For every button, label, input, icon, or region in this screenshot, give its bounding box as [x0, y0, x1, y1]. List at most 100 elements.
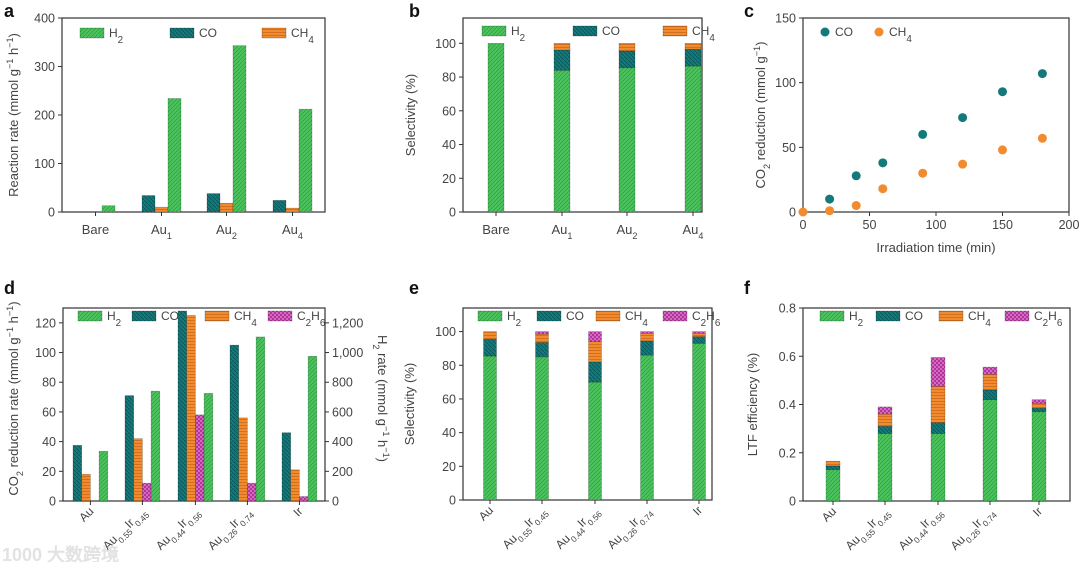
- x-tick-label: Au: [819, 504, 839, 524]
- point-CH4: [1037, 133, 1047, 143]
- bar-segment-C2H6: [982, 366, 998, 375]
- point-CO: [958, 113, 968, 123]
- y-tick-label: 100: [435, 37, 456, 51]
- bar-segment-CO: [553, 49, 571, 71]
- bar-segment-H2: [640, 354, 654, 501]
- bar-segment-C2H6: [588, 331, 602, 342]
- bar-CO: [206, 193, 221, 213]
- legend-label-H2: H2: [107, 309, 121, 329]
- point-CO: [878, 158, 888, 168]
- bar-segment-H2: [930, 433, 946, 502]
- x-tick-label: Au0.26Ir0.74: [605, 503, 657, 555]
- point-CO: [998, 87, 1007, 97]
- legend-entry-CH4: CH4: [968, 309, 991, 329]
- legend-swatch-CO: [875, 310, 901, 322]
- x-tick-label: Ir: [690, 503, 705, 518]
- plot-frame: [462, 307, 713, 501]
- legend-marker-CO: [820, 27, 830, 37]
- x-tick-label: Au: [76, 504, 96, 524]
- plot-frame: [61, 17, 326, 213]
- legend-label-CH4: CH4: [968, 309, 991, 329]
- legend-entry-H2: H2: [107, 309, 121, 329]
- bar-segment-H2: [982, 399, 998, 502]
- y-axis-label: CO2 reduction rate (mmol g−1 h−1): [5, 301, 25, 495]
- bar-segment-CH4: [535, 333, 549, 343]
- legend-label-CO: CO: [905, 309, 923, 323]
- legend-entry-CH4: CH4: [234, 309, 257, 329]
- point-CH4: [918, 168, 928, 178]
- legend-swatch-CO: [536, 310, 562, 322]
- y-tick-label: 20: [442, 172, 456, 186]
- y-tick-label: 200: [34, 109, 55, 123]
- legend-entry-CO: CO: [905, 309, 923, 323]
- legend-entry-C2H6: C2H6: [1034, 309, 1063, 329]
- y-tick-label: 0: [789, 495, 796, 509]
- x-tick-label: 150: [992, 218, 1013, 232]
- bar-segment-CO: [684, 48, 702, 67]
- legend-swatch-H2: [77, 310, 103, 322]
- panel-letter: f: [744, 278, 751, 298]
- bar-segment-H2: [487, 43, 505, 213]
- x-tick-label: Au2: [617, 222, 638, 241]
- y-tick-label: 40: [442, 138, 456, 152]
- y2-tick-label: 400: [332, 435, 353, 449]
- y-tick-label: 0.2: [779, 446, 796, 460]
- bar-segment-CH4: [684, 43, 702, 50]
- legend-label-CO: CO: [566, 309, 584, 323]
- y-tick-label: 60: [42, 405, 56, 419]
- bar-CO: [272, 200, 287, 213]
- y2-tick-label: 600: [332, 405, 353, 419]
- bar-CH4: [285, 207, 300, 213]
- bar-segment-CH4: [1031, 402, 1047, 409]
- panel-d: d 0 20 40 60 80 100 120 0 200 400 600 800 1,000 1,200 C…: [4, 278, 391, 556]
- y2-tick-label: 0: [332, 495, 339, 509]
- panel-letter: b: [409, 1, 420, 21]
- x-tick-label: 0: [800, 218, 807, 232]
- y-tick-label: 120: [35, 316, 56, 330]
- bar-segment-CH4: [553, 43, 571, 51]
- y-tick-label: 0.8: [779, 302, 796, 316]
- legend-entry-C2H6: C2H6: [692, 309, 721, 329]
- legend-entry-H2: H2: [849, 309, 863, 329]
- bar-CO: [229, 344, 239, 502]
- bar-segment-CH4: [982, 374, 998, 391]
- x-tick-label: Au2: [216, 222, 237, 241]
- y-tick-label: 150: [775, 12, 796, 26]
- x-tick-label: Ir: [290, 504, 305, 519]
- y2-tick-label: 800: [332, 376, 353, 390]
- x-tick-label: Au0.55Ir0.45: [843, 504, 895, 556]
- legend-swatch-C2H6: [1004, 310, 1030, 322]
- x-tick-label: Au0.44Ir0.56: [553, 503, 605, 555]
- legend-swatch-H2: [79, 27, 105, 39]
- legend-entry-H2: H2: [109, 26, 123, 46]
- legend-label-CO: CO: [602, 24, 620, 38]
- legend-marker-CH4: [874, 27, 884, 37]
- bar-CO: [177, 310, 187, 502]
- bar-segment-CH4: [692, 332, 706, 337]
- bar-CH4: [219, 202, 234, 213]
- bar-segment-H2: [825, 469, 841, 502]
- y-tick-label: 80: [442, 71, 456, 85]
- bar-segment-CO: [982, 389, 998, 400]
- y-axis-label: Selectivity (%): [403, 74, 418, 156]
- panel-letter: d: [4, 278, 15, 298]
- y-tick-label: 20: [42, 465, 56, 479]
- legend-swatch-CH4: [938, 310, 964, 322]
- x-tick-label: Au4: [683, 222, 704, 241]
- legend-label-H2: H2: [511, 24, 525, 44]
- point-CH4: [998, 145, 1007, 155]
- x-tick-label: Au0.26Ir0.74: [205, 504, 257, 556]
- bar-segment-H2: [553, 69, 571, 213]
- bar-H2: [298, 108, 313, 213]
- bar-CH4: [81, 473, 91, 502]
- panel-e: e 0 20 40 60 80 100 Selectivity (%) H2 CO CH4 C2H6 A…: [402, 278, 721, 555]
- legend-entry-CO: CO: [566, 309, 584, 323]
- y2-tick-label: 200: [332, 465, 353, 479]
- point-CH4: [798, 207, 808, 217]
- bar-C2H6: [195, 414, 205, 502]
- bar-segment-CO: [930, 422, 946, 434]
- x-tick-label: Au0.26Ir0.74: [948, 504, 1000, 556]
- bar-CO: [124, 395, 134, 502]
- x-tick-label: Au0.44Ir0.56: [896, 504, 948, 556]
- bar-H2: [307, 355, 318, 502]
